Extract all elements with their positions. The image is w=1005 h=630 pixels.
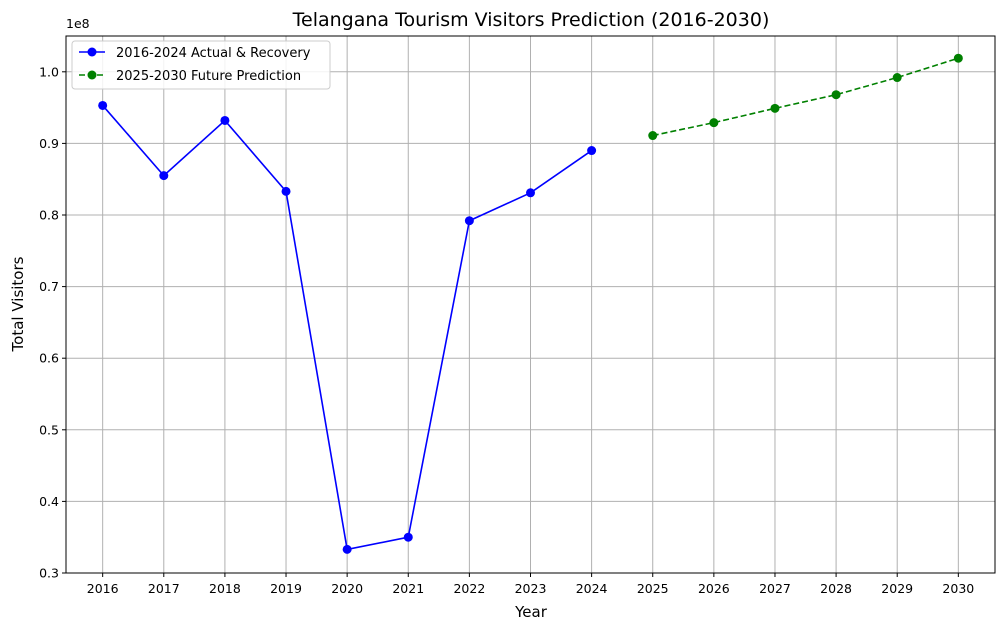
series-0-point (526, 188, 535, 198)
chart-title: Telangana Tourism Visitors Prediction (2… (292, 9, 770, 31)
x-tick-label: 2018 (209, 581, 241, 596)
y-tick-label: 0.4 (39, 494, 59, 509)
x-tick-label: 2016 (87, 581, 119, 596)
series-1-point (892, 73, 902, 83)
series-group (98, 53, 963, 554)
y-tick-label: 0.5 (39, 422, 59, 437)
x-tick-label: 2026 (698, 581, 730, 596)
series-0-point (464, 216, 474, 226)
x-tick-label: 2020 (331, 581, 363, 596)
series-0-point (159, 171, 169, 181)
series-1-point (953, 53, 963, 63)
x-tick-label: 2027 (759, 581, 791, 596)
series-0-point (281, 186, 291, 196)
x-tick-label: 2024 (576, 581, 608, 596)
series-0-point (587, 146, 597, 156)
y-axis-ticks: 0.3 0.4 0.5 0.6 0.7 0.8 0.9 1.0 (39, 64, 66, 581)
series-0-point (342, 544, 352, 554)
legend-label-prediction: 2025-2030 Future Prediction (116, 69, 301, 84)
x-tick-label: 2019 (270, 581, 302, 596)
x-axis-ticks: 2016 2017 2018 2019 2020 2021 2022 2023 2024 2025… (87, 573, 974, 596)
series-0-point (98, 100, 108, 110)
x-tick-label: 2017 (148, 581, 180, 596)
y-tick-label: 1.0 (39, 64, 59, 79)
series-1-point (709, 118, 719, 128)
y-axis-label: Total Visitors (9, 256, 27, 352)
legend-marker-actual (87, 47, 97, 57)
y-tick-label: 0.3 (39, 566, 59, 581)
series-1-point (770, 103, 780, 113)
x-tick-label: 2025 (637, 581, 669, 596)
y-tick-label: 0.8 (39, 208, 59, 223)
series-1-point (648, 131, 658, 141)
y-tick-label: 0.6 (39, 351, 59, 366)
x-tick-label: 2030 (942, 581, 974, 596)
legend-label-actual: 2016-2024 Actual & Recovery (116, 46, 311, 61)
y-offset-label: 1e8 (66, 16, 90, 31)
series-line-1 (652, 57, 959, 137)
plot-frame (65, 35, 996, 574)
x-tick-label: 2023 (515, 581, 547, 596)
series-0-point (220, 115, 230, 125)
series-1-point (831, 90, 841, 100)
legend-box (71, 40, 331, 90)
x-axis-label: Year (514, 603, 548, 621)
x-tick-label: 2029 (881, 581, 913, 596)
grid (66, 36, 995, 574)
x-tick-label: 2021 (392, 581, 424, 596)
legend: 2016-2024 Actual & Recovery 2025-2030 Fu… (71, 40, 331, 90)
x-tick-label: 2022 (453, 581, 485, 596)
y-tick-label: 0.7 (39, 279, 59, 294)
x-tick-label: 2028 (820, 581, 852, 596)
y-tick-label: 0.9 (39, 136, 59, 151)
legend-marker-prediction (87, 70, 97, 80)
series-0-point (403, 532, 413, 542)
